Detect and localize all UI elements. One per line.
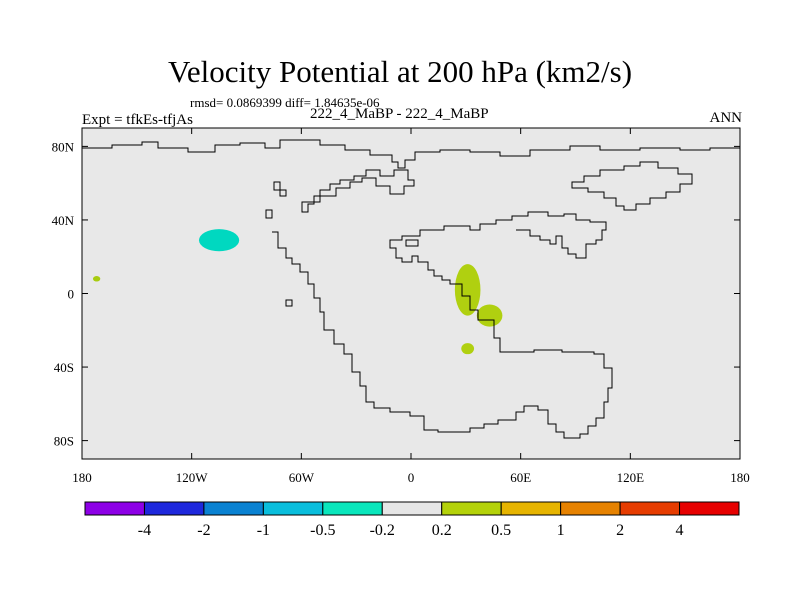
colorbar-swatch [441, 501, 502, 516]
coastline-island-3 [285, 299, 293, 307]
case-label: 222_4_MaBP - 222_4_MaBP [310, 106, 489, 122]
y-tick-label: 0 [68, 287, 75, 302]
rmsd-stats: rmsd= 0.0869399 diff= 1.84635e-06 [190, 95, 380, 110]
coastline-inland [301, 169, 415, 213]
anomaly-region-2 [92, 276, 101, 282]
x-tick-label: 180 [72, 470, 92, 485]
coastlines [82, 139, 740, 439]
colorbar-label: -2 [197, 522, 210, 539]
colorbar-swatch [619, 501, 681, 516]
colorbar-swatch [262, 501, 324, 516]
colorbar-swatch [381, 501, 443, 516]
coastline-arctic [82, 139, 740, 169]
anomaly-region-5 [461, 343, 475, 355]
colorbar-label: -0.5 [310, 522, 335, 539]
colorbar-swatch [84, 501, 145, 516]
colorbar-swatch [143, 501, 205, 516]
colorbar-swatch [679, 501, 740, 516]
x-tick-label: 60W [289, 470, 315, 485]
colorbar-swatch [500, 501, 562, 516]
x-axis: 180 120W 60W 0 60E 120E 180 [72, 128, 750, 485]
map-title: Velocity Potential at 200 hPa (km2/s) [167, 54, 633, 89]
colorbar-label: 4 [676, 522, 684, 539]
y-axis: 80N 40N 0 40S 80S [52, 139, 740, 449]
y-tick-label: 80N [52, 139, 75, 154]
colorbar-label: 1 [557, 522, 565, 539]
map-background [82, 128, 740, 459]
x-tick-label: 120W [176, 470, 209, 485]
experiment-label: Expt = tfkEs-tfjAs [82, 112, 193, 128]
x-tick-label: 0 [408, 470, 415, 485]
coastline-island-1 [265, 209, 273, 219]
x-tick-label: 60E [510, 470, 531, 485]
coastline-north-america [272, 211, 613, 439]
map-panel [81, 127, 741, 460]
colorbar-label: 0.2 [432, 522, 452, 539]
colorbar-label: -1 [257, 522, 270, 539]
anomaly-region-1 [198, 229, 240, 252]
y-tick-label: 80S [54, 434, 74, 449]
x-tick-label: 120E [617, 470, 645, 485]
colorbar-label: 2 [616, 522, 624, 539]
colorbar-swatch [560, 501, 621, 516]
colorbar-label: -0.2 [370, 522, 395, 539]
colorbar-swatch [203, 501, 264, 516]
colorbar-swatch [322, 501, 383, 516]
anomaly-region-4 [476, 304, 503, 327]
y-tick-label: 40N [52, 213, 75, 228]
coastline-northeast [571, 161, 693, 211]
coastline-island-2 [273, 181, 287, 197]
anomaly-region-3 [454, 264, 481, 316]
x-tick-label: 180 [730, 470, 750, 485]
season-label: ANN [709, 110, 743, 126]
anomaly-layer [92, 229, 503, 355]
colorbar: -4 -2 -1 -0.5 -0.2 0.2 0.5 1 2 4 [84, 501, 740, 539]
colorbar-label: 0.5 [491, 522, 511, 539]
coastline-island-4 [405, 239, 419, 247]
y-tick-label: 40S [54, 360, 74, 375]
colorbar-label: -4 [138, 522, 151, 539]
